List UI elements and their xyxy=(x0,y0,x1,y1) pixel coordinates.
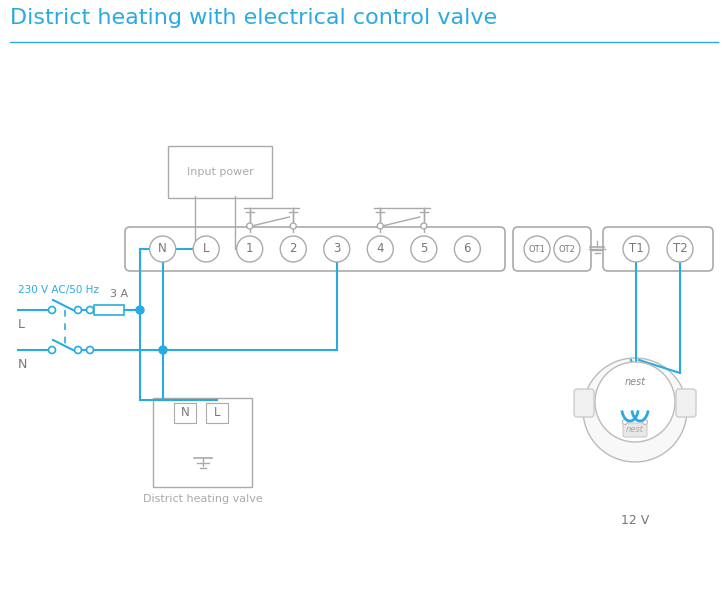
Text: 6: 6 xyxy=(464,242,471,255)
Circle shape xyxy=(622,419,628,425)
Text: 5: 5 xyxy=(420,242,427,255)
FancyBboxPatch shape xyxy=(574,389,594,417)
Text: L: L xyxy=(203,242,210,255)
Circle shape xyxy=(643,419,647,425)
Circle shape xyxy=(87,346,93,353)
Circle shape xyxy=(377,223,384,229)
Text: Input power: Input power xyxy=(186,167,253,177)
Circle shape xyxy=(421,223,427,229)
Circle shape xyxy=(74,307,82,314)
Text: nest: nest xyxy=(625,377,646,387)
Text: nest: nest xyxy=(626,425,644,434)
Text: 4: 4 xyxy=(376,242,384,255)
Circle shape xyxy=(324,236,349,262)
Text: N: N xyxy=(18,359,28,371)
Text: District heating with electrical control valve: District heating with electrical control… xyxy=(10,8,497,28)
Circle shape xyxy=(237,236,263,262)
Circle shape xyxy=(136,306,144,314)
Text: 12 V: 12 V xyxy=(621,513,649,526)
Circle shape xyxy=(49,307,55,314)
Circle shape xyxy=(150,236,175,262)
Text: N: N xyxy=(181,406,189,419)
Text: 1: 1 xyxy=(246,242,253,255)
Circle shape xyxy=(290,223,296,229)
Circle shape xyxy=(280,236,306,262)
Text: L: L xyxy=(18,318,25,331)
Circle shape xyxy=(524,236,550,262)
FancyBboxPatch shape xyxy=(513,227,591,271)
FancyBboxPatch shape xyxy=(174,403,196,423)
Circle shape xyxy=(595,362,675,442)
Circle shape xyxy=(159,346,167,354)
Text: 2: 2 xyxy=(290,242,297,255)
Circle shape xyxy=(454,236,480,262)
FancyBboxPatch shape xyxy=(153,398,252,487)
Circle shape xyxy=(667,236,693,262)
Circle shape xyxy=(193,236,219,262)
FancyBboxPatch shape xyxy=(125,227,505,271)
Text: 3: 3 xyxy=(333,242,341,255)
Text: OT1: OT1 xyxy=(529,245,545,254)
Text: 3 A: 3 A xyxy=(110,289,128,299)
Circle shape xyxy=(411,236,437,262)
Circle shape xyxy=(87,307,93,314)
FancyBboxPatch shape xyxy=(603,227,713,271)
Text: N: N xyxy=(158,242,167,255)
FancyBboxPatch shape xyxy=(93,305,124,315)
Text: District heating valve: District heating valve xyxy=(143,494,262,504)
FancyBboxPatch shape xyxy=(168,146,272,198)
Text: 230 V AC/50 Hz: 230 V AC/50 Hz xyxy=(18,285,99,295)
Text: T2: T2 xyxy=(673,242,687,255)
Circle shape xyxy=(247,223,253,229)
Text: OT2: OT2 xyxy=(558,245,575,254)
Text: T1: T1 xyxy=(628,242,644,255)
Circle shape xyxy=(623,236,649,262)
Text: L: L xyxy=(214,406,221,419)
FancyBboxPatch shape xyxy=(623,423,647,437)
Circle shape xyxy=(368,236,393,262)
Circle shape xyxy=(583,358,687,462)
Circle shape xyxy=(554,236,580,262)
FancyBboxPatch shape xyxy=(206,403,228,423)
Circle shape xyxy=(49,346,55,353)
Circle shape xyxy=(74,346,82,353)
FancyBboxPatch shape xyxy=(676,389,696,417)
